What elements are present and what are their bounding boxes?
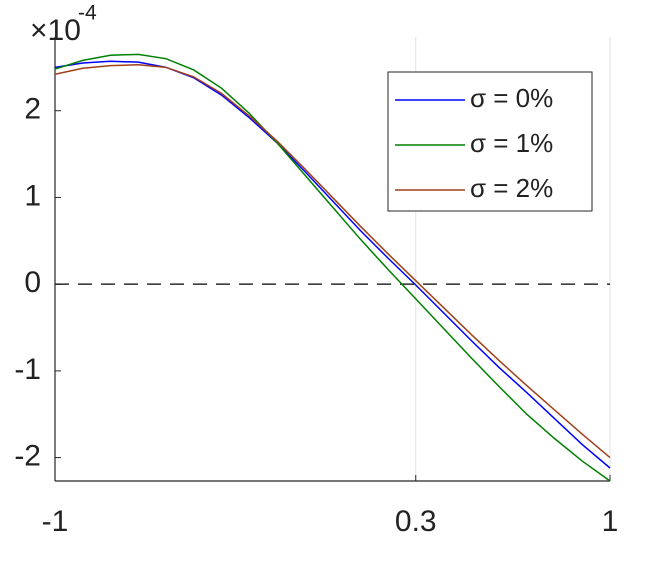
y-exponent: -4 (78, 2, 97, 25)
series-line (54, 63, 611, 459)
series-line (54, 53, 611, 482)
y-tick-label: 2 (24, 93, 41, 126)
y-tick-label: -2 (14, 440, 41, 473)
x-tick-label: 0.3 (395, 505, 437, 538)
legend-label: σ = 2% (470, 173, 553, 203)
y-tick-label: 0 (24, 266, 41, 299)
legend-label: σ = 0% (470, 83, 553, 113)
legend-box (387, 71, 593, 212)
y-tick-label: 1 (24, 179, 41, 212)
series-line (54, 60, 611, 469)
x-tick-label: 1 (602, 505, 619, 538)
y-tick-label: -1 (14, 353, 41, 386)
legend-label: σ = 1% (470, 128, 553, 158)
x-tick-label: -1 (42, 505, 69, 538)
